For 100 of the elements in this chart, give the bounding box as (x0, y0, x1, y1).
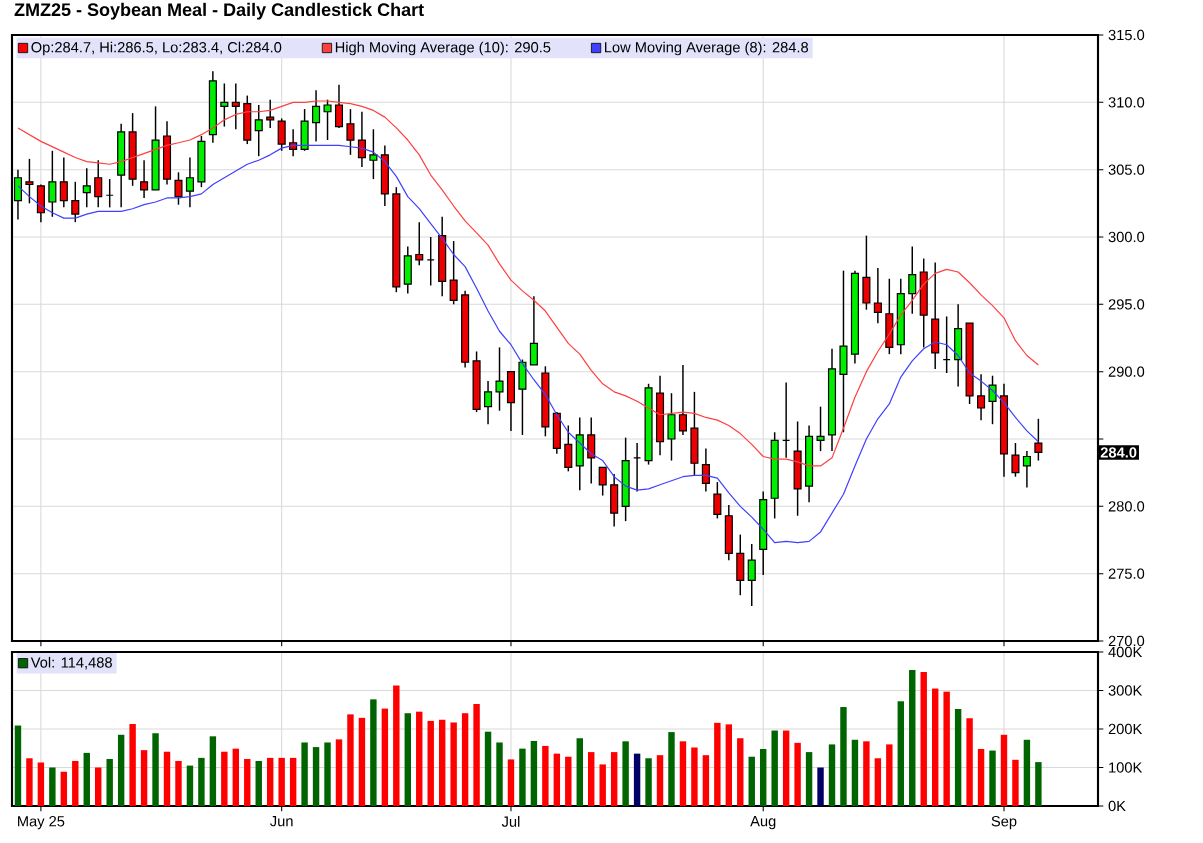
y-tick-label: 400K (1108, 646, 1143, 658)
bar (335, 739, 343, 806)
bar (966, 718, 973, 806)
y-tick-label: 315.0 (1108, 29, 1145, 41)
bar (771, 730, 778, 806)
bar (129, 723, 136, 806)
y-tick-label: 300.0 (1108, 231, 1145, 243)
y-tick-label: 270.0 (1108, 635, 1145, 647)
bar (26, 758, 33, 806)
y-tick-label: 280.0 (1108, 501, 1145, 512)
bar (278, 757, 285, 806)
bar (977, 749, 985, 806)
bar (760, 749, 767, 806)
candlestick (449, 240, 458, 306)
bar (312, 747, 320, 806)
candlestick (564, 424, 573, 473)
bar (840, 707, 847, 806)
bar (106, 759, 113, 806)
candlestick (185, 156, 194, 209)
bar (163, 751, 171, 806)
bar (656, 755, 664, 806)
bar (255, 760, 262, 806)
candlestick (587, 416, 596, 485)
bar (186, 765, 194, 806)
candlestick (369, 128, 378, 180)
bar (358, 717, 366, 806)
y-tick-label: 305.0 (1108, 164, 1145, 175)
bar (266, 757, 274, 806)
candlestick (988, 374, 997, 425)
bar (702, 755, 710, 806)
bar (1000, 734, 1008, 806)
candlestick (231, 82, 240, 130)
bar (37, 762, 45, 806)
bar (324, 742, 331, 806)
bar (140, 750, 148, 806)
bar (370, 699, 377, 806)
bar (347, 714, 354, 806)
candlestick (277, 117, 286, 152)
bar (863, 741, 870, 806)
candlestick (59, 156, 68, 209)
bar (289, 757, 297, 806)
y-tick-label: 275.0 (1108, 568, 1145, 579)
candlestick (48, 150, 57, 218)
bar (920, 672, 927, 806)
candlestick (13, 168, 22, 221)
bar (931, 688, 939, 806)
bar (473, 703, 480, 806)
bar (484, 731, 492, 806)
bar (427, 720, 434, 806)
bar (14, 725, 22, 806)
x-tick-label: Jul (501, 816, 520, 827)
bar (393, 685, 400, 806)
candlestick (220, 82, 229, 128)
bar (668, 732, 675, 806)
bar (1035, 762, 1042, 806)
bar (244, 759, 251, 806)
bar (565, 756, 572, 806)
candlestick (140, 159, 149, 199)
bar (450, 722, 457, 806)
candlestick (701, 447, 710, 493)
y-tick-label: 310.0 (1108, 97, 1145, 108)
bar (461, 713, 469, 806)
bar (1023, 739, 1031, 806)
candlestick (977, 373, 986, 421)
candlestick (598, 466, 607, 497)
bar (232, 748, 240, 806)
bar (198, 757, 205, 806)
candlestick (346, 108, 355, 156)
bar (851, 739, 859, 806)
candlestick (1011, 442, 1020, 478)
bar (645, 758, 652, 806)
bar (152, 733, 159, 806)
x-tick-label: May 25 (18, 816, 65, 830)
legend-label: High Moving Average (10): 290.5 (335, 41, 551, 56)
bar (49, 767, 56, 806)
bar (828, 744, 836, 806)
candlestick (873, 267, 882, 324)
bar (782, 730, 790, 806)
bar (221, 751, 228, 806)
y-tick-label: 300K (1108, 685, 1143, 696)
candlestick (25, 158, 34, 205)
bar (817, 767, 824, 806)
bar (83, 752, 90, 806)
bar (381, 708, 389, 806)
bar (805, 752, 813, 806)
text: 284.0 (1100, 447, 1137, 458)
bar (622, 741, 629, 806)
bar (175, 760, 182, 806)
legend-label: Vol: 114,488 (30, 656, 112, 670)
bar (989, 750, 996, 806)
bar (519, 748, 526, 806)
x-tick-label: Aug (750, 816, 776, 830)
bar (209, 736, 217, 806)
bar (553, 753, 561, 806)
bar (588, 752, 595, 806)
bar (496, 742, 503, 806)
candlestick (71, 181, 80, 223)
bar (714, 722, 721, 806)
bar (954, 708, 962, 806)
bar (909, 670, 916, 806)
